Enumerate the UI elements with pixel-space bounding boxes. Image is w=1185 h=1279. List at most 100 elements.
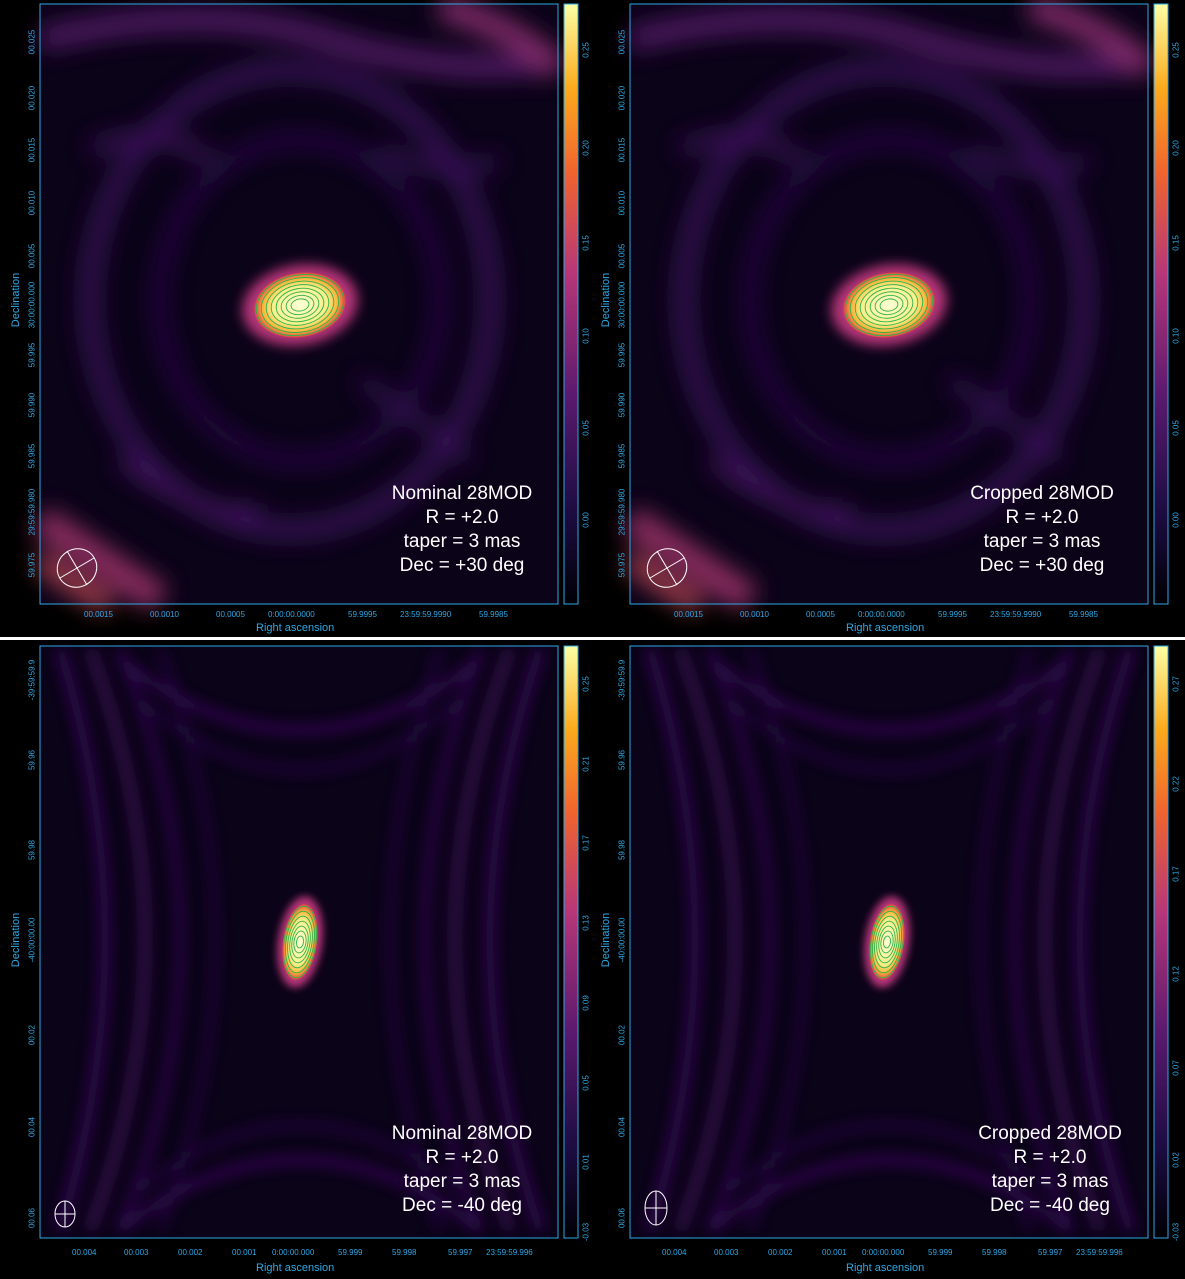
y-tick: -40:00:00.00 [27, 917, 37, 963]
y-tick: 59.990 [27, 392, 37, 418]
panel-bottom-right: Cropped 28MOD R = +2.0 taper = 3 mas Dec = … [592, 640, 1184, 1279]
x-axis-title: Right ascension [256, 1262, 335, 1274]
x-tick: 00.0010 [740, 610, 769, 619]
x-tick: 00.0015 [674, 610, 703, 619]
x-axis-title: Right ascension [256, 622, 335, 634]
y-tick: 59.975 [617, 552, 627, 578]
y-tick: 00.010 [617, 190, 627, 216]
y-tick: 00.020 [617, 85, 627, 111]
colorbar-tick: 0.05 [581, 420, 591, 436]
y-tick: 59.995 [27, 342, 37, 368]
panel-top-right: Cropped 28MOD R = +2.0 taper = 3 mas Dec = … [592, 0, 1184, 639]
x-tick: 23:59:59.996 [1076, 1248, 1123, 1257]
x-tick: 59.9985 [479, 610, 508, 619]
colorbar-tick: 0.22 [1171, 776, 1181, 792]
y-tick: 59.98 [617, 839, 627, 861]
colorbar-tick: 0.17 [1171, 866, 1181, 882]
y-tick: 29:59:59.980 [617, 488, 627, 536]
x-tick: 0:00:00.0000 [858, 610, 905, 619]
x-tick: 00.0015 [84, 610, 113, 619]
x-tick: 23:59:59.9990 [400, 610, 452, 619]
x-tick: 59.997 [1038, 1248, 1063, 1257]
y-tick: 00.005 [617, 243, 627, 269]
beam-ellipse [54, 1200, 76, 1228]
y-tick: 59.975 [27, 552, 37, 578]
y-tick: 00.015 [27, 137, 37, 163]
colorbar-tick: 0.13 [581, 915, 591, 931]
colorbar-tick: 0.05 [581, 1075, 591, 1091]
x-tick: 00.003 [124, 1248, 149, 1257]
x-axis-title: Right ascension [846, 1262, 925, 1274]
y-tick: -39:59:59.9 [617, 659, 627, 701]
x-tick: 59.998 [392, 1248, 417, 1257]
y-tick: 59.995 [617, 342, 627, 368]
colorbar-tick: 0.05 [1171, 420, 1181, 436]
colorbar-tick: 0.17 [581, 835, 591, 851]
colorbar-tick: 0.00 [581, 512, 591, 528]
y-tick: 59.990 [617, 392, 627, 418]
panel-bottom-left: Nominal 28MOD R = +2.0 taper = 3 mas Dec = … [0, 640, 592, 1279]
colorbar-tick: -0.03 [1171, 1222, 1181, 1242]
y-tick: 30:00:00.000 [27, 281, 37, 329]
y-tick: 00.06 [27, 1207, 37, 1229]
y-tick: 00.020 [27, 85, 37, 111]
colorbar-tick: 0.02 [1171, 1152, 1181, 1168]
x-tick: 00.001 [232, 1248, 257, 1257]
y-tick: 59.96 [617, 749, 627, 771]
y-tick: 00.06 [617, 1207, 627, 1229]
y-tick: 59.985 [27, 443, 37, 469]
panel-caption: Cropped 28MOD R = +2.0 taper = 3 mas Dec = … [978, 1123, 1122, 1216]
x-tick: 00.004 [662, 1248, 687, 1257]
x-tick: 59.999 [338, 1248, 363, 1257]
x-tick: 59.9995 [938, 610, 967, 619]
colorbar-tick: -0.03 [581, 1222, 591, 1242]
colorbar-tick: 0.00 [1171, 512, 1181, 528]
colorbar-tick: 0.20 [581, 140, 591, 156]
beam-ellipse [644, 1190, 668, 1226]
y-axis-title: Declination [600, 912, 612, 968]
colorbar-tick: 0.01 [581, 1154, 591, 1170]
x-tick: 00.0005 [806, 610, 835, 619]
y-tick: 59.98 [27, 839, 37, 861]
y-tick: -40:00:00.00 [617, 917, 627, 963]
y-tick: 00.02 [27, 1024, 37, 1046]
y-tick: 00.025 [617, 29, 627, 55]
colorbar-tick: 0.20 [1171, 140, 1181, 156]
colorbar-tick: 0.25 [1171, 42, 1181, 58]
y-tick: 59.96 [27, 749, 37, 771]
colorbar-tick: 0.21 [581, 756, 591, 772]
y-tick: 59.985 [617, 443, 627, 469]
x-tick: 0:00:00.000 [862, 1248, 905, 1257]
x-tick: 00.0010 [150, 610, 179, 619]
x-tick: 00.002 [768, 1248, 793, 1257]
beam-ellipse [56, 548, 98, 588]
panel-caption: Cropped 28MOD R = +2.0 taper = 3 mas Dec = … [970, 483, 1114, 576]
colorbar-tick: 0.27 [1171, 676, 1181, 692]
image-plot [621, 0, 1169, 614]
colorbar-tick: 0.12 [1171, 966, 1181, 982]
y-tick: 00.04 [27, 1116, 37, 1138]
x-tick: 59.997 [448, 1248, 473, 1257]
x-tick: 0:00:00.0000 [268, 610, 315, 619]
y-axis-title: Declination [10, 272, 22, 328]
y-tick: 00.005 [27, 243, 37, 269]
image-plot [629, 645, 1169, 1239]
x-tick: 59.9995 [348, 610, 377, 619]
panel-divider [0, 637, 1185, 640]
image-plot [31, 0, 579, 614]
y-tick: -39:59:59.9 [27, 659, 37, 701]
panel-caption: Nominal 28MOD R = +2.0 taper = 3 mas Dec = … [391, 1123, 533, 1216]
y-axis-title: Declination [10, 912, 22, 968]
y-tick: 00.010 [27, 190, 37, 216]
y-tick: 30:00:00.000 [617, 281, 627, 329]
y-tick: 00.02 [617, 1024, 627, 1046]
x-tick: 59.998 [982, 1248, 1007, 1257]
x-axis-title: Right ascension [846, 622, 925, 634]
y-tick: 00.015 [617, 137, 627, 163]
y-tick: 00.04 [617, 1116, 627, 1138]
colorbar-tick: 0.25 [581, 676, 591, 692]
colorbar-tick: 0.07 [1171, 1060, 1181, 1076]
x-tick: 00.001 [822, 1248, 847, 1257]
image-plot [39, 645, 579, 1239]
colorbar-tick: 0.25 [581, 42, 591, 58]
